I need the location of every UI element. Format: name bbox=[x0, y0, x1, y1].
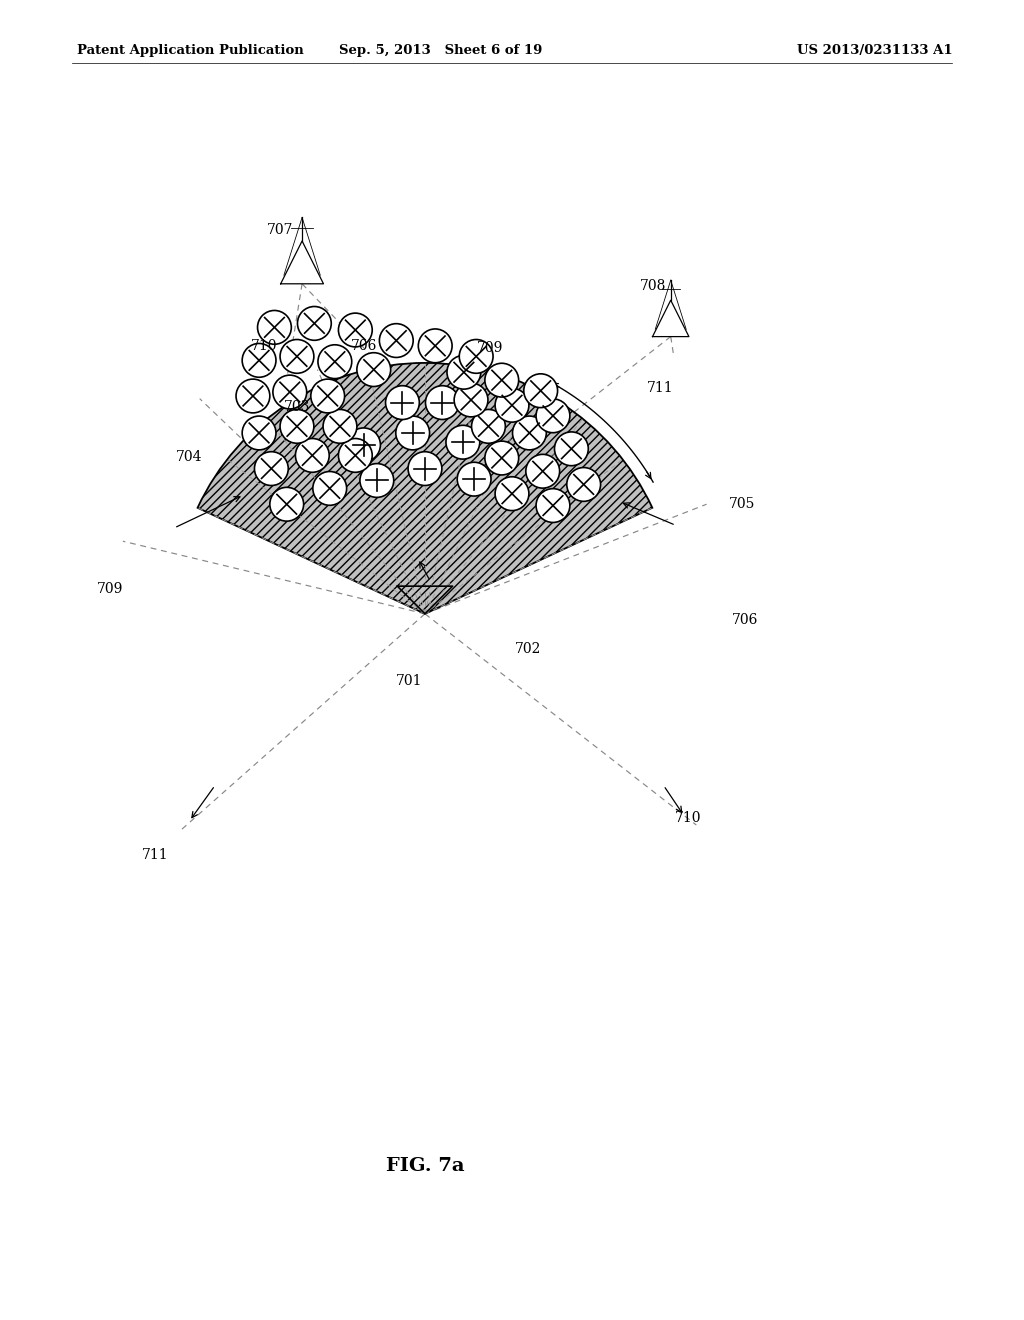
Text: 711: 711 bbox=[142, 849, 169, 862]
Circle shape bbox=[485, 363, 518, 397]
Text: Patent Application Publication: Patent Application Publication bbox=[77, 44, 303, 57]
Circle shape bbox=[356, 352, 391, 387]
Circle shape bbox=[457, 462, 492, 496]
Text: 710: 710 bbox=[675, 812, 701, 825]
Circle shape bbox=[297, 306, 332, 341]
Circle shape bbox=[459, 339, 494, 374]
Circle shape bbox=[317, 345, 352, 379]
Text: Sep. 5, 2013   Sheet 6 of 19: Sep. 5, 2013 Sheet 6 of 19 bbox=[339, 44, 542, 57]
Circle shape bbox=[496, 388, 528, 422]
Circle shape bbox=[513, 416, 547, 450]
Circle shape bbox=[379, 323, 414, 358]
Circle shape bbox=[537, 399, 569, 433]
Circle shape bbox=[485, 441, 518, 475]
Text: 705: 705 bbox=[729, 498, 756, 511]
Circle shape bbox=[496, 477, 528, 511]
Text: 706: 706 bbox=[732, 614, 759, 627]
Circle shape bbox=[295, 438, 330, 473]
Circle shape bbox=[280, 339, 313, 374]
Circle shape bbox=[254, 451, 289, 486]
Circle shape bbox=[338, 438, 373, 473]
Circle shape bbox=[446, 355, 481, 389]
Text: 706: 706 bbox=[351, 339, 378, 352]
Circle shape bbox=[236, 379, 270, 413]
Circle shape bbox=[313, 471, 346, 506]
Text: 707: 707 bbox=[267, 223, 294, 236]
Circle shape bbox=[418, 329, 453, 363]
Text: 701: 701 bbox=[396, 675, 423, 688]
Text: 702: 702 bbox=[515, 643, 542, 656]
Circle shape bbox=[446, 425, 479, 459]
Circle shape bbox=[346, 428, 381, 462]
Text: 711: 711 bbox=[647, 381, 674, 395]
Circle shape bbox=[395, 416, 430, 450]
Text: FIG. 7a: FIG. 7a bbox=[386, 1156, 464, 1175]
Circle shape bbox=[524, 374, 557, 408]
Text: 703: 703 bbox=[284, 400, 310, 413]
Circle shape bbox=[270, 487, 304, 521]
Circle shape bbox=[555, 432, 588, 466]
Wedge shape bbox=[198, 363, 652, 614]
Circle shape bbox=[272, 375, 307, 409]
Circle shape bbox=[408, 451, 442, 486]
Circle shape bbox=[242, 416, 276, 450]
Circle shape bbox=[280, 409, 313, 444]
Circle shape bbox=[242, 343, 276, 378]
Circle shape bbox=[567, 467, 600, 502]
Circle shape bbox=[360, 463, 393, 498]
Text: 708: 708 bbox=[640, 280, 667, 293]
Circle shape bbox=[526, 454, 559, 488]
Text: US 2013/0231133 A1: US 2013/0231133 A1 bbox=[797, 44, 952, 57]
Text: 709: 709 bbox=[477, 342, 504, 355]
Circle shape bbox=[455, 383, 488, 417]
Circle shape bbox=[324, 409, 357, 444]
Circle shape bbox=[471, 409, 506, 444]
Text: 704: 704 bbox=[176, 450, 203, 463]
Circle shape bbox=[385, 385, 420, 420]
Text: 709: 709 bbox=[96, 582, 123, 595]
Circle shape bbox=[338, 313, 373, 347]
Text: 710: 710 bbox=[251, 339, 278, 352]
Circle shape bbox=[426, 385, 459, 420]
Circle shape bbox=[258, 310, 292, 345]
Circle shape bbox=[311, 379, 344, 413]
Circle shape bbox=[537, 488, 569, 523]
